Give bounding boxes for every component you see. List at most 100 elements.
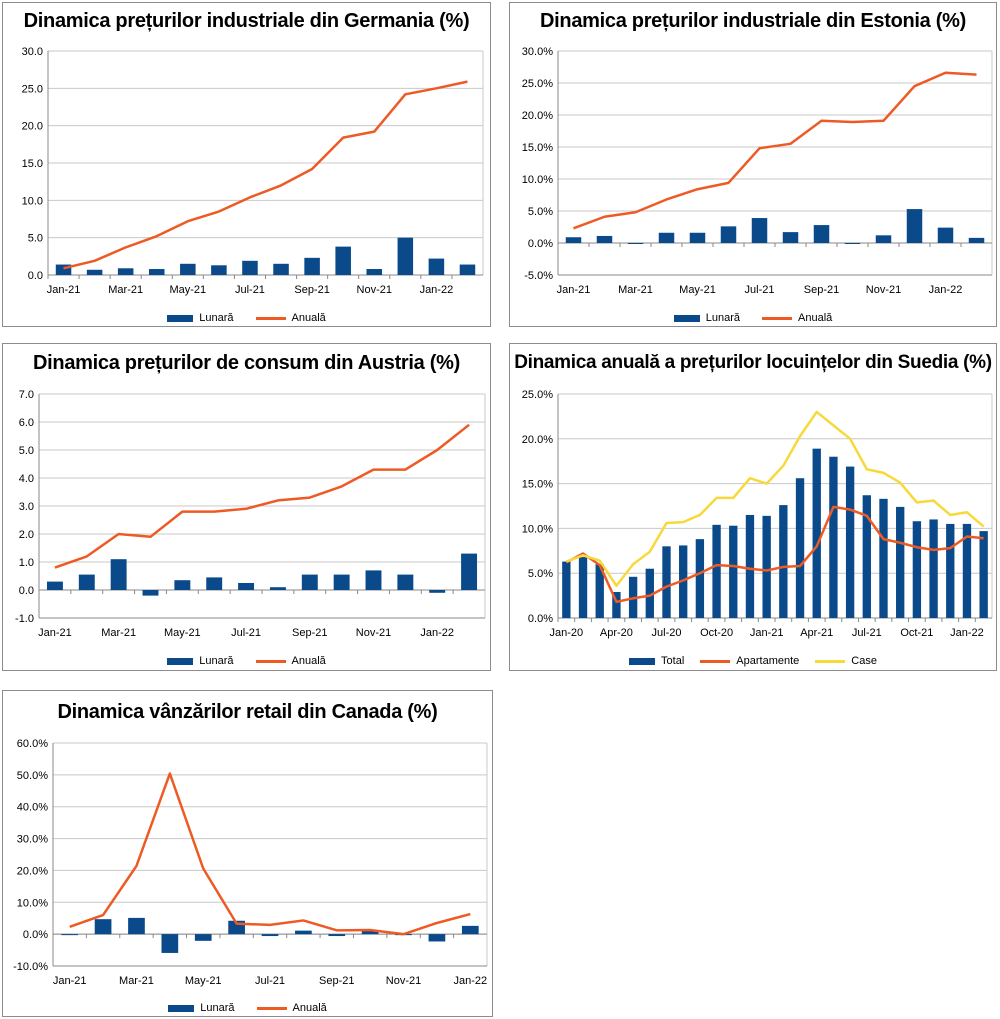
bar [596,235,613,243]
chart-title: Dinamica anuală a prețurilor locuințelor… [514,352,992,373]
bar [912,521,922,618]
bar [428,934,446,942]
chart-panel-germania: Dinamica prețurilor industriale din Germ… [2,2,491,327]
y-tick-label: 25.0% [522,78,553,90]
bar [658,232,675,243]
y-tick-label: 10.0% [522,174,553,186]
y-tick-label: 25.0 [22,83,43,95]
x-tick-label: Nov-21 [866,284,901,296]
x-tick-label: Jul-21 [852,627,882,639]
x-tick-label: Jan-22 [950,627,984,639]
x-tick-label: Nov-21 [356,627,391,639]
bar [662,546,671,618]
bar [180,263,196,275]
y-tick-label: 40.0% [17,802,48,814]
chart-legend: Lunară Anuală [510,312,996,324]
y-tick-label: 0.0 [28,270,43,282]
chart-canada: -10.0% 0.0% 10.0% 20.0% 30.0% 40.0% 50.0% 60.0%… [13,738,488,987]
bar [397,237,414,275]
bar [128,917,145,935]
legend-label: Apartamente [736,655,800,667]
y-tick-label: 7.0 [19,389,34,401]
series-line [573,71,977,230]
legend-item-apartamente: Apartamente [700,655,799,667]
bar [328,934,346,937]
bar [962,523,972,618]
x-tick-label: May-21 [679,284,716,296]
legend-item-lunara: Lunară [167,655,234,667]
chart-title: Dinamica vânzărilor retail din Canada (%… [57,701,438,723]
bar [751,218,768,243]
legend-line-swatch [700,659,731,663]
bar [813,225,830,243]
y-tick-label: 5.0 [28,233,43,245]
legend-line-swatch [255,316,286,320]
chart-title: Dinamica prețurilor de consum din Austri… [33,352,460,374]
bar [61,934,79,936]
legend-item-total: Total [629,655,684,667]
chart-panel-canada: Dinamica vânzărilor retail din Canada (%… [2,690,493,1017]
bar [361,930,379,935]
y-tick-label: 0.0 [19,585,34,597]
bar [782,232,799,243]
bar [812,448,821,618]
bar [695,539,705,618]
bar [712,524,721,618]
legend-label: Lunară [705,312,740,324]
bar [829,456,838,618]
y-tick-label: 3.0 [19,501,34,513]
y-tick-label: 0.0% [528,613,553,625]
bar [968,237,985,243]
legend-label: Anuală [292,1002,327,1014]
legend-label: Anuală [291,655,326,667]
bar [946,523,955,618]
chart-panel-estonia: Dinamica prețurilor industriale din Esto… [509,2,997,327]
legend-item-lunara: Lunară [673,312,740,324]
bar [242,260,258,275]
bar [55,264,72,275]
x-tick-label: Jan-22 [929,284,963,296]
y-tick-label: 20.0% [17,865,48,877]
legend-bar-swatch [673,314,700,322]
bar [720,226,737,243]
y-tick-label: 30.0% [522,46,553,58]
series-line [565,410,985,587]
chart-suedia: 0.0% 5.0% 10.0% 15.0% 20.0% 25.0% Jan-20 Apr-20… [522,389,993,639]
x-tick-label: Nov-21 [386,975,421,987]
y-tick-label: 0.0% [528,238,553,250]
chart-panel-suedia: Dinamica anuală a prețurilor locuințelor… [509,343,997,671]
bar [261,934,279,937]
series-line [63,80,468,270]
x-tick-label: Mar-21 [618,284,653,296]
bar [273,263,289,275]
y-tick-label: 30.0 [22,46,43,58]
bar [461,925,479,935]
bar [429,590,446,593]
bar [304,257,320,275]
x-tick-label: Jul-21 [235,284,265,296]
y-tick-label: 4.0 [19,473,34,485]
bar [862,495,871,618]
x-tick-label: Jan-21 [557,284,591,296]
bar [461,553,478,590]
x-tick-label: May-21 [185,975,222,987]
bar [779,505,788,618]
bar [896,506,905,618]
x-tick-label: Mar-21 [119,975,154,987]
x-tick-label: Jul-21 [255,975,285,987]
bar [78,574,95,590]
legend-item-anuala: Anuală [255,312,326,324]
bar [459,264,476,275]
y-tick-label: 5.0% [528,568,553,580]
bar [729,525,738,618]
bar [937,227,954,243]
x-tick-label: May-21 [164,627,201,639]
bar [762,515,771,618]
bar [562,561,571,618]
legend-line-swatch [256,1006,287,1010]
bar [578,557,588,618]
y-tick-label: 60.0% [17,738,48,750]
bar [745,514,755,618]
legend-bar-swatch [168,1004,195,1012]
bar [366,269,383,275]
